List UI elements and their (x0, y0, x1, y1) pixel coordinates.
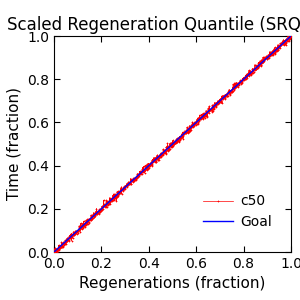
Title: Scaled Regeneration Quantile (SRQ) plo: Scaled Regeneration Quantile (SRQ) plo (7, 16, 300, 34)
Goal (237, 82, 241, 85)
c50 (148, 162, 152, 165)
Legend: c50, Goal: c50, Goal (200, 192, 274, 232)
Goal (148, 163, 152, 166)
Goal (241, 78, 245, 82)
c50 (215, 102, 219, 106)
c50 (289, 34, 293, 38)
Line: Goal: Goal (54, 36, 291, 252)
Goal (52, 250, 56, 254)
c50 (237, 81, 241, 85)
Goal (289, 34, 293, 38)
Line: c50: c50 (52, 34, 292, 254)
X-axis label: Regenerations (fraction): Regenerations (fraction) (79, 276, 266, 291)
c50 (52, 249, 56, 253)
Goal (76, 228, 80, 232)
c50 (157, 155, 160, 158)
Y-axis label: Time (fraction): Time (fraction) (7, 88, 22, 200)
c50 (242, 78, 245, 81)
c50 (76, 229, 80, 233)
Goal (215, 102, 218, 106)
c50 (52, 250, 56, 254)
c50 (289, 34, 292, 38)
Goal (157, 155, 160, 159)
